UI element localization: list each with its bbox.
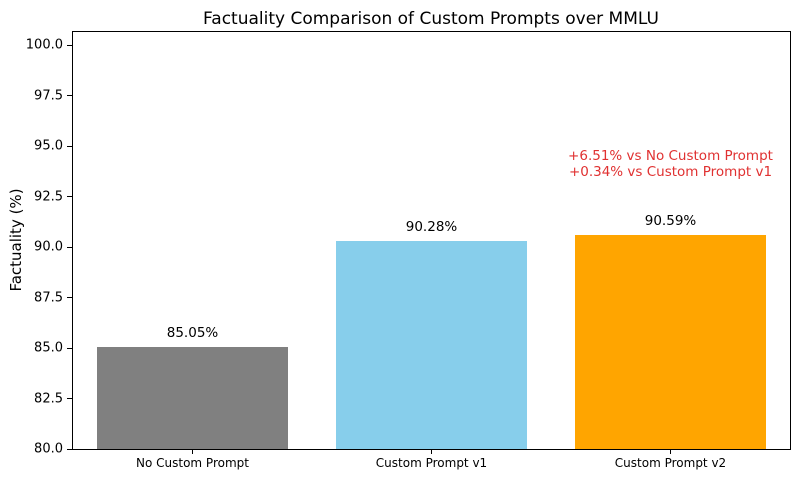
- y-tick-label: 90.0: [34, 239, 63, 255]
- y-tick-mark: [67, 196, 73, 198]
- x-tick-mark: [670, 449, 671, 454]
- y-tick-mark: [67, 448, 73, 450]
- y-tick-label: 85.0: [34, 340, 63, 356]
- y-tick-mark: [67, 44, 73, 46]
- bar-value-label-custom-prompt-v1: 90.28%: [405, 219, 458, 236]
- x-tick-label-custom-prompt-v1: Custom Prompt v1: [375, 456, 488, 470]
- y-tick-label: 87.5: [34, 290, 63, 306]
- y-tick-mark: [67, 95, 73, 97]
- bar-value-label-no-custom-prompt: 85.05%: [166, 325, 219, 342]
- y-tick-label: 82.5: [34, 391, 63, 407]
- x-tick-label-no-custom-prompt: No Custom Prompt: [136, 456, 249, 470]
- bar-value-label-custom-prompt-v2: 90.59%: [644, 213, 697, 230]
- plot-area: +6.51% vs No Custom Prompt +0.34% vs Cus…: [26, 31, 791, 470]
- y-axis-label: Factuality (%): [7, 188, 25, 292]
- y-tick-label: 80.0: [34, 441, 63, 457]
- bar-custom-prompt-v2: [574, 235, 767, 449]
- y-tick-mark: [67, 398, 73, 400]
- annotation-line-1: +6.51% vs No Custom Prompt: [568, 148, 773, 164]
- y-tick-mark: [67, 246, 73, 248]
- comparison-annotation: +6.51% vs No Custom Prompt +0.34% vs Cus…: [568, 148, 773, 180]
- y-tick-mark: [67, 347, 73, 349]
- y-tick-mark: [67, 297, 73, 299]
- x-tick-mark: [192, 449, 193, 454]
- annotation-line-2: +0.34% vs Custom Prompt v1: [568, 164, 773, 180]
- x-tick-label-custom-prompt-v2: Custom Prompt v2: [614, 456, 727, 470]
- y-tick-mark: [67, 145, 73, 147]
- y-tick-label: 95.0: [34, 138, 63, 154]
- chart-title: Factuality Comparison of Custom Prompts …: [203, 9, 659, 29]
- bar-no-custom-prompt: [96, 347, 289, 449]
- y-tick-label: 100.0: [25, 37, 63, 53]
- y-tick-label: 97.5: [34, 88, 63, 104]
- x-tick-mark: [431, 449, 432, 454]
- bar-custom-prompt-v1: [335, 241, 528, 449]
- y-tick-label: 92.5: [34, 189, 63, 205]
